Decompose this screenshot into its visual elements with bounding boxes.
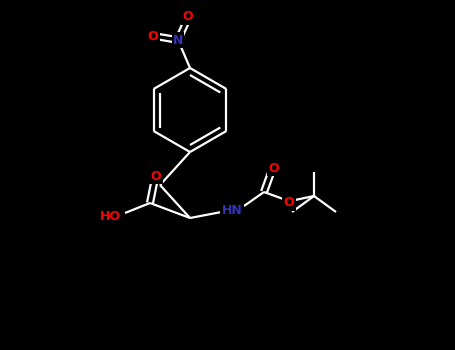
Text: O: O [283,196,294,210]
Text: N: N [173,34,183,47]
Text: O: O [269,161,279,175]
Text: O: O [148,29,158,42]
Text: O: O [183,10,193,23]
Text: O: O [151,169,162,182]
Text: HO: HO [100,210,121,223]
Text: HN: HN [222,203,243,217]
